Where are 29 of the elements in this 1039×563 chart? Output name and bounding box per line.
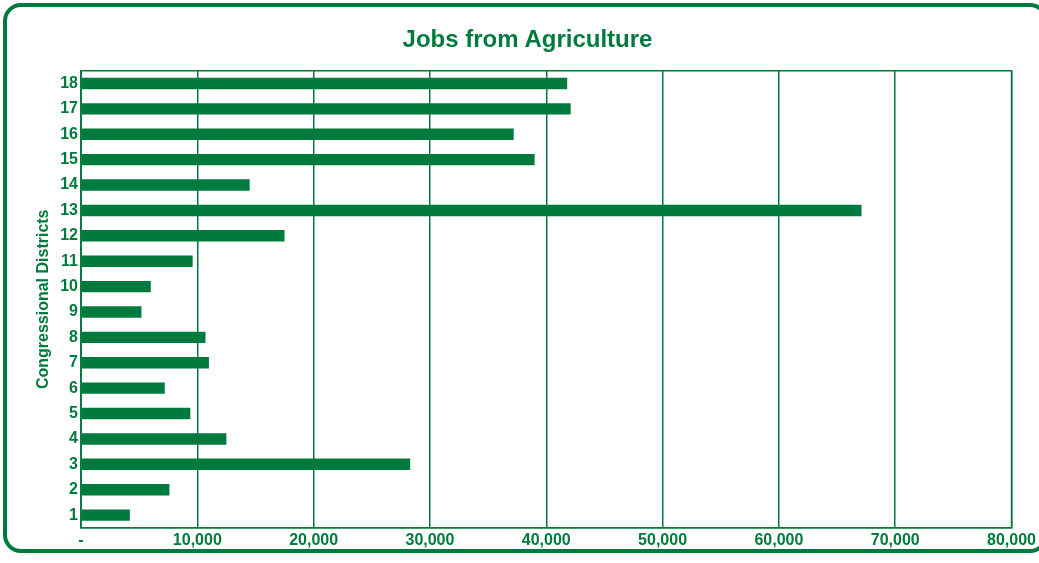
y-tick-label: 1 (69, 505, 79, 523)
y-axis-title: Congressional Districts (34, 209, 52, 390)
y-tick-label: 14 (60, 175, 79, 193)
y-tick-label: 7 (69, 353, 79, 371)
y-tick-label: 12 (60, 226, 79, 244)
y-tick-label: 13 (60, 200, 79, 218)
x-tick-label: 60,000 (754, 530, 804, 548)
y-tick-label: 18 (60, 73, 79, 91)
x-tick-label: 40,000 (521, 530, 571, 548)
chart-title: Jobs from Agriculture (402, 25, 653, 53)
y-tick-label: 10 (60, 277, 79, 295)
x-tick-label: 20,000 (289, 530, 339, 548)
y-tick-label: 5 (69, 403, 79, 421)
y-tick-label: 8 (69, 327, 79, 345)
y-tick-label: 4 (69, 429, 79, 447)
y-tick-label: 15 (60, 150, 79, 168)
y-tick-label: 6 (69, 378, 79, 396)
y-tick-label: 9 (69, 302, 79, 320)
x-tick-label: 10,000 (172, 530, 222, 548)
y-tick-label: 16 (60, 124, 79, 142)
x-tick-label: 30,000 (405, 530, 455, 548)
y-tick-label: 3 (69, 454, 79, 472)
x-tick-label: 70,000 (870, 530, 920, 548)
y-tick-label: 17 (60, 99, 79, 117)
y-tick-label: 11 (61, 251, 79, 269)
x-tick-label: 50,000 (638, 530, 688, 548)
y-tick-label: 2 (69, 480, 79, 498)
x-tick-label: 80,000 (987, 530, 1037, 548)
x-tick-label: - (78, 530, 84, 548)
